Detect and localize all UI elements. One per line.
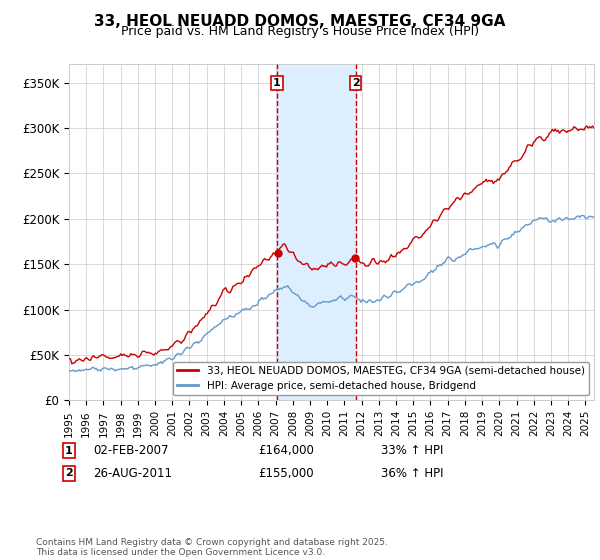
Text: Price paid vs. HM Land Registry's House Price Index (HPI): Price paid vs. HM Land Registry's House … [121,25,479,38]
Bar [277,64,356,400]
Text: 2: 2 [352,78,359,88]
Text: 02-FEB-2007: 02-FEB-2007 [93,444,169,458]
Text: Contains HM Land Registry data © Crown copyright and database right 2025.
This d: Contains HM Land Registry data © Crown c… [36,538,388,557]
Text: 1: 1 [273,78,281,88]
Text: 36% ↑ HPI: 36% ↑ HPI [381,466,443,480]
Text: 33% ↑ HPI: 33% ↑ HPI [381,444,443,458]
Text: £164,000: £164,000 [258,444,314,458]
Text: 2: 2 [65,468,73,478]
Text: 33, HEOL NEUADD DOMOS, MAESTEG, CF34 9GA: 33, HEOL NEUADD DOMOS, MAESTEG, CF34 9GA [94,14,506,29]
Text: 26-AUG-2011: 26-AUG-2011 [93,466,172,480]
Text: £155,000: £155,000 [258,466,314,480]
Legend: 33, HEOL NEUADD DOMOS, MAESTEG, CF34 9GA (semi-detached house), HPI: Average pri: 33, HEOL NEUADD DOMOS, MAESTEG, CF34 9GA… [173,362,589,395]
Text: 1: 1 [65,446,73,456]
